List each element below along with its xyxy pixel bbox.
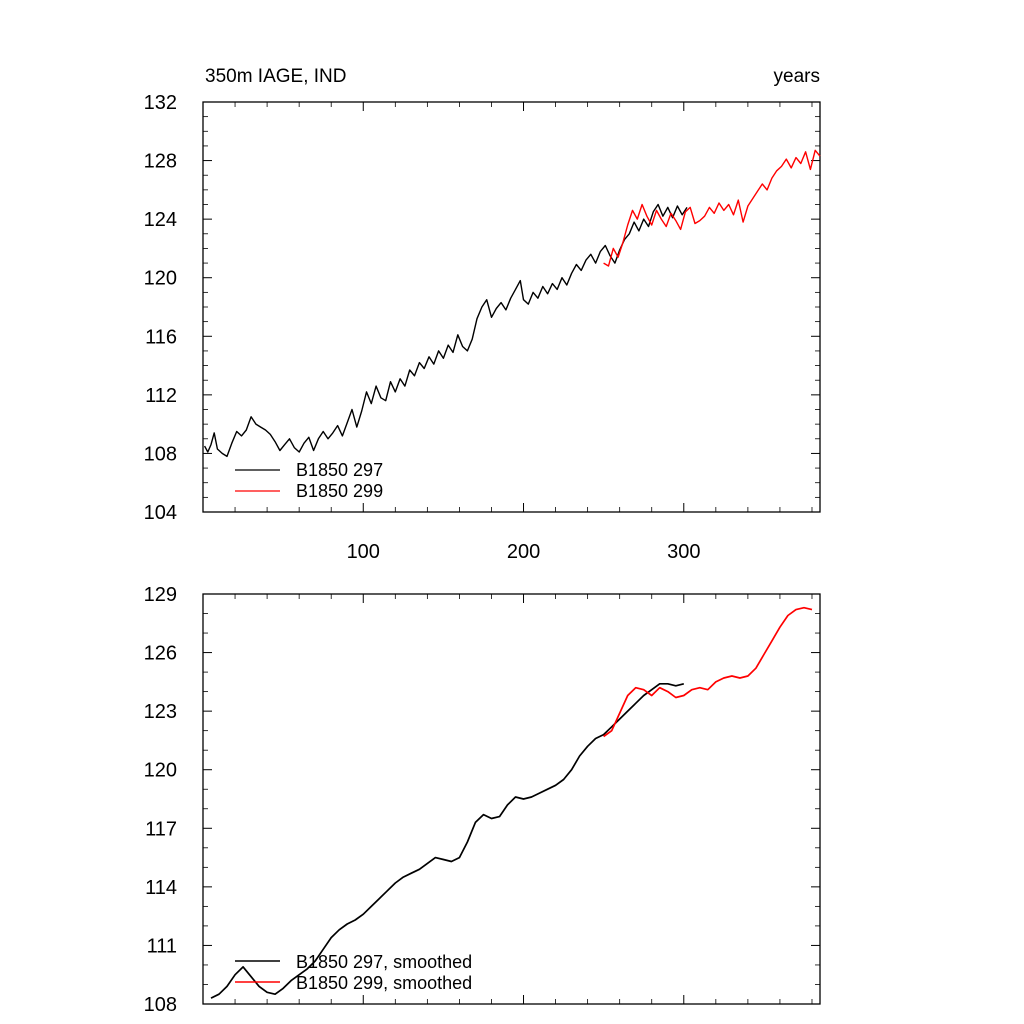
top-legend: B1850 297 B1850 299 <box>235 460 383 501</box>
top-axis-ticks: 100 200 300 104 108 112 116 120 124 128 132 <box>144 92 820 563</box>
top-y-tick-label: 132 <box>144 92 177 114</box>
bottom-panel: 108 111 114 117 120 123 126 129 B1850 297, smoo… <box>144 584 821 1016</box>
bottom-y-tick-label: 129 <box>144 584 177 606</box>
top-series-lines <box>203 149 821 458</box>
bottom-legend-label-1: B1850 297, smoothed <box>296 952 472 972</box>
top-panel: 350m IAGE, IND years 100 200 3001041081121… <box>144 66 821 563</box>
bottom-y-tick-label: 114 <box>145 877 177 899</box>
top-legend-label-2: B1850 299 <box>296 481 383 501</box>
bottom-axis-ticks: 108 111 114 117 120 123 126 129 <box>144 584 820 1016</box>
top-y-tick-label: 116 <box>145 326 177 348</box>
top-title-left: 350m IAGE, IND <box>205 66 347 87</box>
top-x-tick-label: 200 <box>507 541 540 563</box>
top-plot-frame <box>202 101 821 513</box>
bottom-y-tick-label: 111 <box>147 935 177 957</box>
top-series-line-2 <box>603 149 821 267</box>
top-y-tick-label: 104 <box>144 502 177 524</box>
top-series-line-1 <box>203 203 688 458</box>
bottom-series-line-2 <box>603 606 813 738</box>
top-y-tick-label: 128 <box>144 151 177 173</box>
top-y-tick-label: 124 <box>144 209 177 231</box>
bottom-legend-label-2: B1850 299, smoothed <box>296 973 472 993</box>
bottom-y-tick-label: 108 <box>144 994 177 1016</box>
top-y-tick-label: 108 <box>144 443 177 465</box>
bottom-y-tick-label: 123 <box>144 701 177 723</box>
top-legend-label-1: B1850 297 <box>296 460 383 480</box>
top-y-tick-label: 112 <box>145 385 177 407</box>
top-y-tick-label: 120 <box>144 268 177 290</box>
bottom-y-tick-label: 117 <box>145 818 177 840</box>
bottom-plot-frame <box>202 593 821 1005</box>
bottom-series-lines <box>210 606 813 999</box>
bottom-series-line-1 <box>210 682 685 999</box>
bottom-y-tick-label: 120 <box>144 760 177 782</box>
bottom-y-tick-label: 126 <box>144 643 177 665</box>
top-title-right: years <box>774 66 820 87</box>
bottom-legend: B1850 297, smoothed B1850 299, smoothed <box>235 952 472 993</box>
top-x-tick-label: 300 <box>667 541 700 563</box>
top-x-tick-label: 100 <box>347 541 380 563</box>
